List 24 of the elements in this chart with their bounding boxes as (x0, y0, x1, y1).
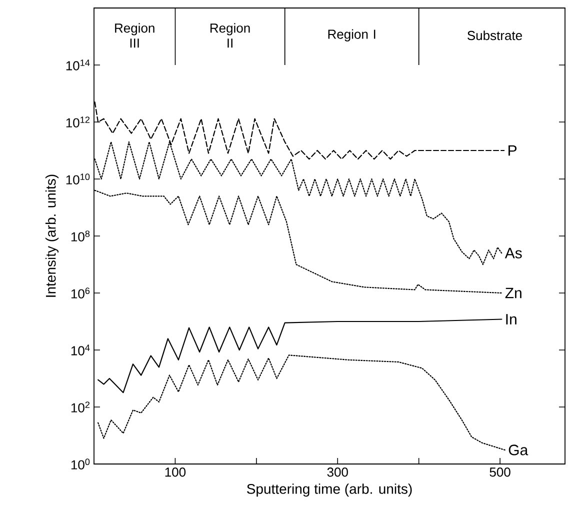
line-series (98, 354, 506, 451)
y-axis-title: Intensity (arb. units) (45, 174, 59, 297)
y-tick-label: 10$^{14}$ (66, 60, 90, 70)
series-label: As (504, 248, 522, 258)
line-series (98, 318, 502, 394)
y-tick-label: 10$^{2}$ (71, 402, 90, 412)
annotation: Substrate (468, 30, 522, 40)
x-tick-label: 300 (327, 468, 348, 477)
series-label: In (506, 314, 516, 324)
y-tick-label: 10$^{10}$ (66, 174, 90, 184)
series-label: P (508, 145, 517, 156)
y-tick-label: 10$^{8}$ (71, 230, 90, 242)
annotation: Region II (210, 23, 250, 48)
x-tick-label: 100 (165, 468, 186, 477)
x-tick-label: 500 (490, 468, 510, 477)
annotation: Region I (328, 29, 376, 42)
y-tick-label: 10$^{4}$ (71, 344, 90, 356)
y-tick-label: 10$^{6}$ (71, 288, 90, 298)
x-axis-title: Sputtering time (arb. units) (247, 484, 412, 497)
annotation: Region III (115, 23, 154, 48)
y-tick-label: 10$^{12}$ (66, 116, 90, 128)
series-label: Ga (508, 444, 528, 456)
series-label: Zn (505, 288, 522, 298)
y-tick-label: 10$^{0}$ (71, 458, 90, 470)
